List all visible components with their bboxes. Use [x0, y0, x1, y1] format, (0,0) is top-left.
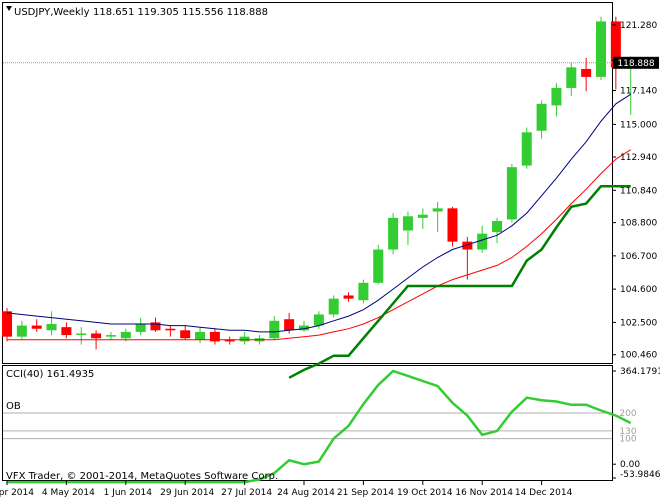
time-tick-label: 14 Dec 2014: [515, 488, 573, 498]
bull-candle: [120, 331, 131, 339]
bear-candle: [180, 330, 191, 339]
price-panel-frame: [2, 2, 613, 364]
copyright-text: VFX Trader, © 2001-2014, MetaQuotes Soft…: [6, 471, 278, 482]
cci-axis: 364.1791 0.00-53.9846: [612, 367, 660, 480]
time-tick-label: 24 Aug 2014: [277, 488, 335, 498]
price-tick-label: 100.460: [620, 351, 657, 361]
price-tick-label: 106.700: [620, 252, 657, 262]
bear-candle: [284, 319, 295, 331]
price-tick-label: 117.140: [620, 86, 657, 96]
bear-candle: [224, 339, 235, 342]
bear-candle: [209, 331, 220, 342]
bull-candle: [105, 335, 116, 337]
time-tick-label: 29 Jun 2014: [160, 488, 214, 498]
bear-candle: [61, 327, 72, 336]
cci-label: CCI(40) 161.4935: [6, 369, 94, 380]
bull-candle: [506, 167, 517, 220]
bull-candle: [596, 21, 606, 77]
bull-candle: [358, 282, 369, 301]
price-tick-label: 104.600: [620, 285, 657, 295]
bull-candle: [536, 103, 547, 131]
bear-candle: [31, 325, 42, 329]
cci-tick-label: -53.9846: [620, 470, 660, 480]
price-tick-label: 115.000: [620, 120, 657, 130]
bull-candle: [195, 331, 206, 340]
bear-candle: [165, 328, 176, 331]
time-tick-label: 6 Apr 2014: [0, 488, 34, 498]
price-tick-label: 108.800: [620, 219, 657, 229]
ob-label: OB: [6, 401, 21, 412]
bear-candle: [610, 21, 621, 68]
cci-panel-frame: [2, 365, 613, 481]
time-tick-label: 27 Jul 2014: [221, 488, 272, 498]
time-tick-label: 19 Oct 2014: [397, 488, 453, 498]
ohlc-values: 118.651 119.305 115.556 118.888: [93, 7, 268, 18]
bear-candle: [91, 333, 102, 339]
bull-candle: [566, 67, 577, 88]
bull-candle: [313, 314, 324, 326]
bull-candle: [432, 208, 443, 212]
bull-candle: [135, 323, 146, 332]
time-tick-label: 21 Sep 2014: [337, 488, 394, 498]
current-price-label: 118.888: [617, 59, 654, 69]
price-tick-label: 102.500: [620, 318, 657, 328]
time-tick-label: 1 Jun 2014: [104, 488, 153, 498]
price-tick-label: 121.280: [620, 21, 657, 31]
bull-candle: [551, 87, 562, 106]
stop-line: [288, 184, 631, 379]
time-tick-label: 4 May 2014: [42, 488, 95, 498]
cci-line: [7, 369, 632, 484]
bear-candle: [150, 322, 161, 331]
cci-level-label: 100: [619, 435, 636, 445]
bull-candle: [328, 298, 339, 315]
price-tick-label: 112.940: [620, 153, 657, 163]
bear-candle: [343, 295, 354, 299]
bull-candle: [521, 132, 532, 166]
time-tick-label: 16 Nov 2014: [455, 488, 513, 498]
bull-candle: [373, 249, 384, 283]
bull-candle: [269, 320, 280, 339]
bull-candle: [299, 325, 309, 331]
price-plot: [2, 16, 636, 379]
cci-tick-label: 0.00: [620, 460, 640, 470]
collapse-triangle-icon[interactable]: [6, 6, 12, 11]
time-axis: 6 Apr 2014 4 May 2014 1 Jun 2014 29 Jun 201…: [0, 481, 573, 498]
cci-level-label: 200: [619, 409, 636, 419]
current-price-box: [613, 56, 659, 69]
cci-level-label: 130: [619, 427, 636, 437]
bear-candle: [581, 68, 592, 77]
bull-candle: [46, 323, 57, 331]
bull-candle: [477, 233, 488, 250]
cci-tick-label: 364.1791: [620, 367, 660, 377]
bull-candle: [76, 333, 87, 335]
bear-candle: [462, 241, 473, 250]
symbol-timeframe: USDJPY,Weekly: [14, 7, 90, 18]
price-axis: 121.280119.030117.140115.000112.940110.8…: [612, 21, 657, 361]
bull-candle: [402, 216, 413, 231]
price-tick-label: 110.840: [620, 186, 657, 196]
header-info: USDJPY,Weekly 118.651 119.305 115.556 11…: [6, 6, 268, 18]
bull-candle: [417, 214, 428, 218]
bear-candle: [447, 208, 458, 242]
ma-slow-line: [7, 149, 631, 341]
bull-candle: [388, 217, 399, 250]
bear-candle: [2, 311, 12, 337]
ma-fast-line: [6, 93, 631, 333]
bull-candle: [16, 325, 27, 337]
bull-candle: [239, 336, 250, 342]
bull-candle: [492, 221, 503, 233]
